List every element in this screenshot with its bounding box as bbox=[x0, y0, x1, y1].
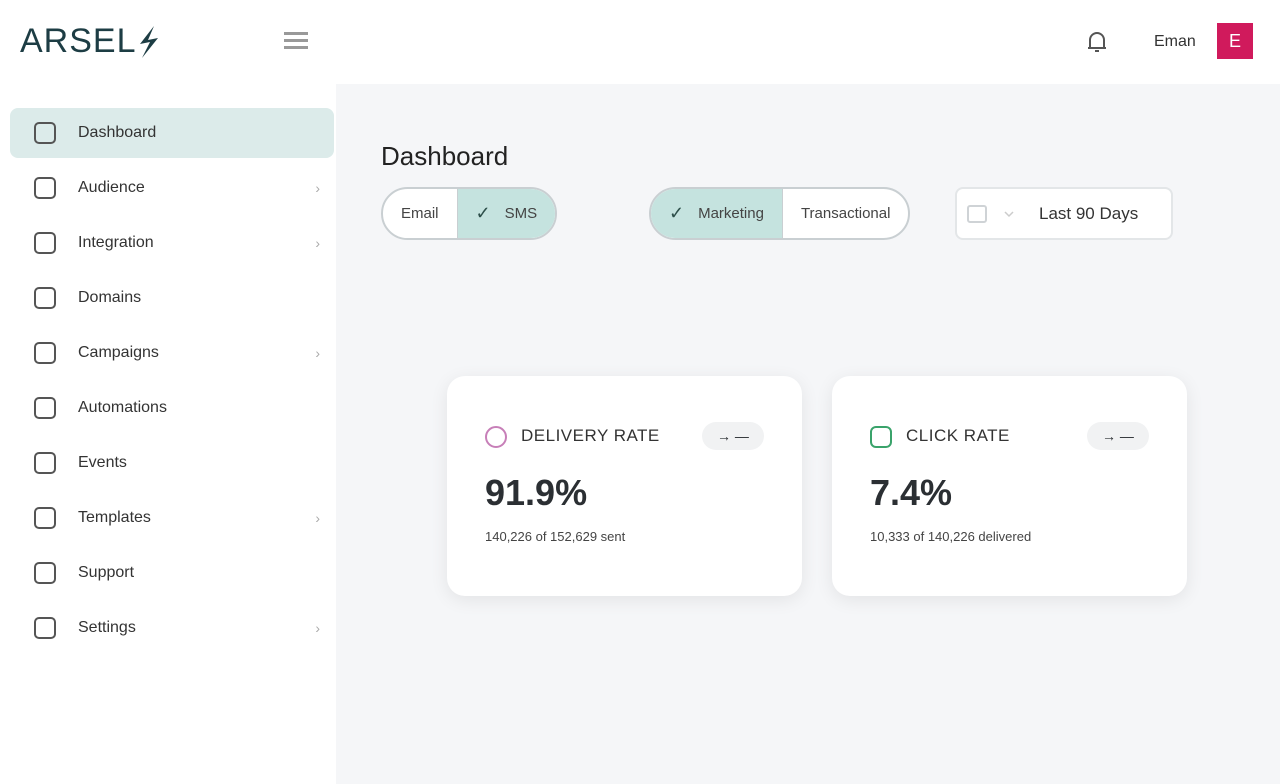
card-title: CLICK RATE bbox=[906, 426, 1010, 445]
chevron: › bbox=[315, 180, 320, 196]
segmented-control: Email ✓ SMS bbox=[381, 187, 558, 240]
nav-label: Templates bbox=[78, 509, 151, 526]
segment[interactable]: ✓ Marketing bbox=[651, 189, 783, 238]
segment[interactable]: Email bbox=[383, 189, 458, 238]
brand-mark bbox=[140, 26, 158, 58]
nav-label: Domains bbox=[78, 289, 142, 306]
nav-icon bbox=[34, 287, 56, 309]
chevron: › bbox=[315, 510, 320, 526]
nav-icon bbox=[34, 177, 56, 199]
metric-card: CLICK RATE → — 7.4% 10,333 of 140,226 deliv… bbox=[832, 376, 1187, 596]
nav-icon bbox=[34, 617, 56, 639]
nav-icon bbox=[34, 452, 56, 474]
page-title: Dashboard bbox=[381, 141, 509, 171]
card-icon bbox=[485, 426, 507, 448]
nav-item[interactable]: Integration › bbox=[10, 218, 334, 268]
segment-label: SMS bbox=[504, 205, 538, 222]
card-value: 7.4% bbox=[870, 472, 953, 513]
nav-item[interactable]: Templates › bbox=[10, 493, 334, 543]
trend-badge: → — bbox=[702, 422, 764, 450]
segment-label: Transactional bbox=[800, 205, 891, 222]
brand-logo[interactable]: ARSEL bbox=[20, 22, 137, 60]
card-icon bbox=[870, 426, 892, 448]
calendar-icon bbox=[967, 204, 1014, 223]
segment[interactable]: Transactional bbox=[783, 189, 908, 238]
chevron: › bbox=[315, 235, 320, 251]
chevron: › bbox=[315, 345, 320, 361]
nav-label: Settings bbox=[78, 619, 136, 636]
segment-label: Email bbox=[401, 205, 439, 222]
topbar: Eman E bbox=[336, 0, 1280, 84]
nav-icon bbox=[34, 122, 56, 144]
segment[interactable]: ✓ SMS bbox=[457, 189, 556, 238]
nav-item[interactable]: Automations bbox=[10, 383, 334, 433]
metric-card: DELIVERY RATE → — 91.9% 140,226 of 152,629 … bbox=[447, 376, 802, 596]
nav-icon bbox=[34, 232, 56, 254]
nav-icon bbox=[34, 342, 56, 364]
nav-label: Support bbox=[78, 564, 135, 581]
nav-label: Dashboard bbox=[78, 124, 157, 141]
nav-item[interactable]: Support bbox=[10, 548, 334, 598]
menu-toggle[interactable] bbox=[284, 32, 308, 50]
card-detail: 140,226 of 152,629 sent bbox=[485, 529, 626, 544]
segment-label: Marketing bbox=[698, 205, 764, 222]
nav-label: Campaigns bbox=[78, 344, 159, 361]
date-range: Last 90 Days bbox=[1039, 203, 1139, 223]
nav-item[interactable]: Campaigns › bbox=[10, 328, 334, 378]
check-icon: ✓ bbox=[475, 203, 491, 223]
card-title: DELIVERY RATE bbox=[521, 426, 660, 445]
nav-label: Automations bbox=[78, 399, 167, 416]
date-picker[interactable]: Last 90 Days bbox=[955, 187, 1173, 240]
nav-item[interactable]: Dashboard bbox=[10, 108, 334, 158]
sidebar: ARSEL Dashboard Audience › Integration › Doma… bbox=[0, 0, 336, 784]
notifications[interactable] bbox=[1086, 30, 1108, 54]
nav-icon bbox=[34, 507, 56, 529]
chevron: › bbox=[315, 620, 320, 636]
nav-item[interactable]: Events bbox=[10, 438, 334, 488]
nav-item[interactable]: Domains bbox=[10, 273, 334, 323]
segmented-control: ✓ Marketing Transactional bbox=[649, 187, 911, 240]
nav-icon bbox=[34, 562, 56, 584]
card-value: 91.9% bbox=[485, 472, 588, 513]
nav-label: Integration bbox=[78, 234, 154, 251]
card-detail: 10,333 of 140,226 delivered bbox=[870, 529, 1032, 544]
nav-label: Events bbox=[78, 454, 127, 471]
nav-item[interactable]: Settings › bbox=[10, 603, 334, 653]
trend-badge: → — bbox=[1087, 422, 1149, 450]
avatar[interactable]: E bbox=[1217, 23, 1253, 59]
nav-label: Audience bbox=[78, 179, 145, 196]
nav-item[interactable]: Audience › bbox=[10, 163, 334, 213]
nav-icon bbox=[34, 397, 56, 419]
check-icon: ✓ bbox=[669, 203, 685, 223]
user-name[interactable]: Eman bbox=[1154, 33, 1196, 50]
